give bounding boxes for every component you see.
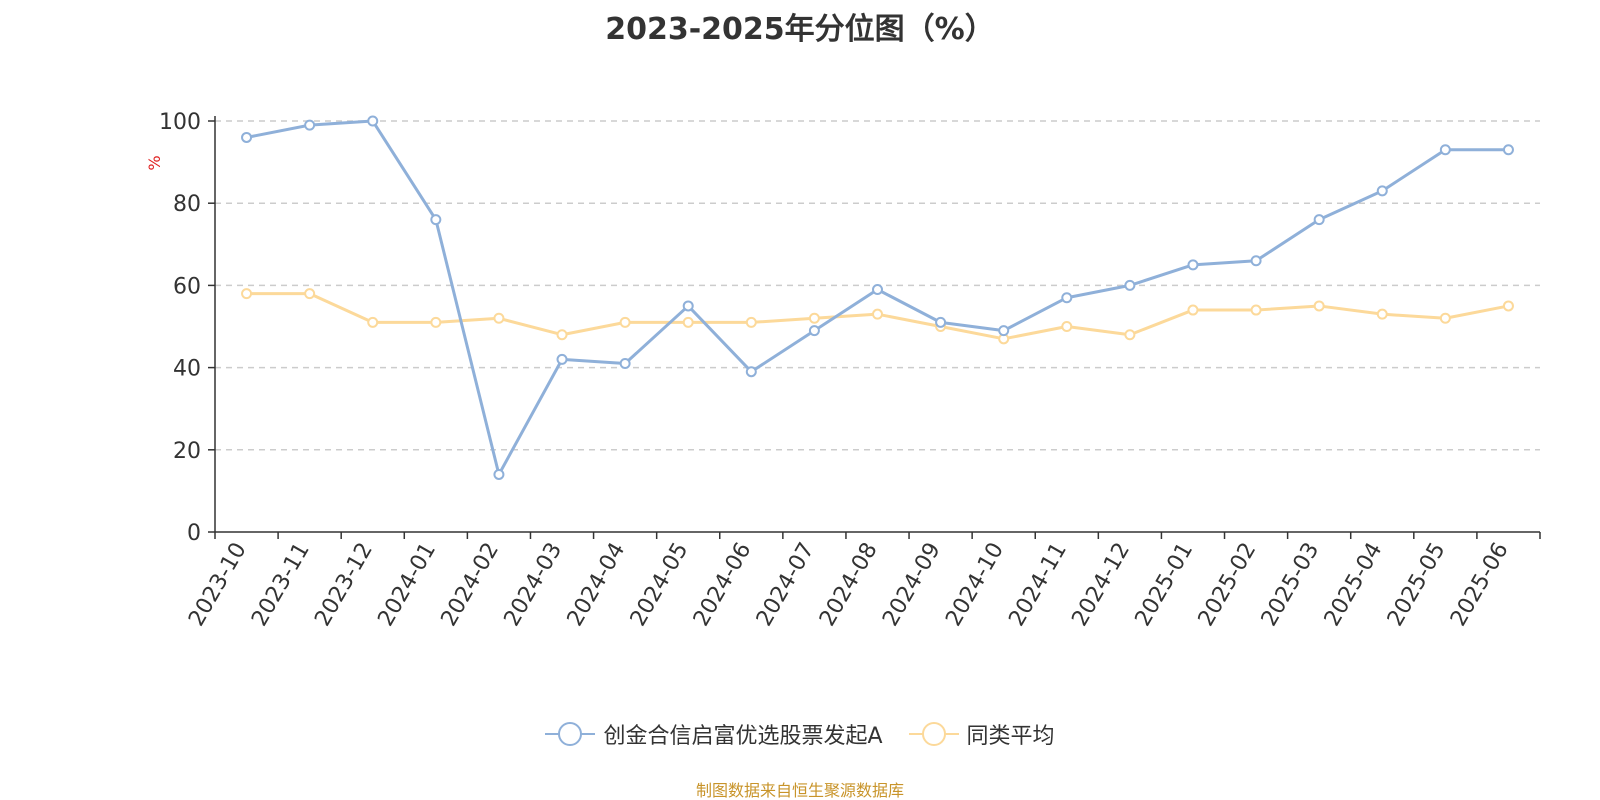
legend-marker-series-0 xyxy=(545,722,596,746)
point-series-0-2024-02 xyxy=(493,468,505,480)
point-series-1-2024-06 xyxy=(745,316,757,328)
legend: 创金合信启富优选股票发起A 同类平均 xyxy=(0,718,1600,750)
x-tick-label-2024-09: 2024-09 xyxy=(878,539,946,631)
x-tick-label-2024-10: 2024-10 xyxy=(941,538,1009,630)
legend-label-series-1: 同类平均 xyxy=(966,724,1055,749)
point-series-0-2025-02 xyxy=(1250,255,1262,267)
point-series-1-2024-08 xyxy=(872,308,883,320)
point-series-1-2025-03 xyxy=(1313,300,1325,312)
point-series-0-2024-01 xyxy=(430,214,442,226)
x-tick-label-2024-03: 2024-03 xyxy=(500,539,568,631)
point-series-0-2025-06 xyxy=(1502,144,1514,156)
y-tick-label-40: 40 xyxy=(173,357,201,382)
point-series-1-2023-10 xyxy=(241,288,253,300)
x-tick-label-2024-07: 2024-07 xyxy=(752,539,820,631)
source-note: 制图数据来自恒生聚源数据库 xyxy=(695,781,904,800)
point-series-1-2024-12 xyxy=(1124,329,1136,341)
point-series-1-2025-02 xyxy=(1250,304,1262,316)
x-tick-label-2024-04: 2024-04 xyxy=(563,539,631,631)
x-tick-label-2024-06: 2024-06 xyxy=(689,539,757,631)
x-tick-label-2024-02: 2024-02 xyxy=(437,539,505,631)
point-series-1-2024-11 xyxy=(1061,321,1073,332)
point-series-1-2024-02 xyxy=(493,312,505,324)
legend-item-series-1[interactable]: 同类平均 xyxy=(908,718,1055,750)
y-axis-unit-label: % xyxy=(145,155,164,170)
x-tick-label-2024-01: 2024-01 xyxy=(373,539,441,631)
point-series-0-2023-12 xyxy=(367,115,379,127)
tick-labels: 0 20 40 60 80 100 2023-102023-112023-122024-01… xyxy=(159,110,1514,631)
point-series-0-2025-05 xyxy=(1439,144,1451,156)
axes xyxy=(208,116,1541,539)
point-series-0-2024-08 xyxy=(872,284,883,296)
point-series-0-2024-07 xyxy=(808,325,820,337)
x-tick-label-2025-05: 2025-05 xyxy=(1383,539,1451,631)
point-series-0-2024-06 xyxy=(745,366,757,378)
point-series-0-2024-09 xyxy=(935,316,947,328)
legend-label-series-0: 创金合信启富优选股票发起A xyxy=(603,724,883,749)
point-series-1-2025-06 xyxy=(1502,300,1514,312)
point-series-1-2024-07 xyxy=(808,312,820,324)
x-tick-label-2024-08: 2024-08 xyxy=(815,539,883,631)
point-series-0-2025-01 xyxy=(1187,259,1199,271)
y-tick-label-20: 20 xyxy=(173,439,201,464)
y-tick-label-80: 80 xyxy=(173,192,201,217)
point-series-1-2023-11 xyxy=(304,288,316,300)
x-tick-label-2025-01: 2025-01 xyxy=(1131,539,1199,631)
y-tick-label-0: 0 xyxy=(187,521,201,546)
series-line-0 xyxy=(246,119,1509,476)
point-series-0-2024-11 xyxy=(1061,292,1073,304)
point-series-1-2025-01 xyxy=(1187,304,1199,316)
x-tick-label-2025-06: 2025-06 xyxy=(1446,539,1514,631)
x-tick-label-2023-10: 2023-10 xyxy=(184,539,252,631)
point-series-1-2025-04 xyxy=(1376,308,1388,320)
x-tick-label-2025-03: 2025-03 xyxy=(1257,539,1325,631)
y-tick-label-60: 60 xyxy=(173,274,201,299)
point-series-0-2024-04 xyxy=(619,357,631,369)
point-series-0-2025-03 xyxy=(1313,214,1325,226)
point-series-0-2023-11 xyxy=(304,119,316,131)
chart-title: 2023-2025年分位图（%） xyxy=(605,12,995,47)
legend-marker-series-1 xyxy=(908,722,959,746)
x-tick-label-2025-04: 2025-04 xyxy=(1320,539,1388,631)
point-series-0-2023-10 xyxy=(241,131,253,143)
legend-item-series-0[interactable]: 创金合信启富优选股票发起A xyxy=(545,718,883,750)
series-lines xyxy=(241,115,1514,480)
y-tick-label-100: 100 xyxy=(159,110,201,135)
point-series-0-2024-03 xyxy=(556,353,568,365)
point-series-1-2023-12 xyxy=(367,316,379,328)
point-series-1-2024-04 xyxy=(619,316,631,328)
point-series-0-2024-12 xyxy=(1124,279,1136,291)
x-tick-label-2024-05: 2024-05 xyxy=(626,539,694,631)
point-series-1-2024-01 xyxy=(430,316,442,328)
point-series-1-2025-05 xyxy=(1439,312,1451,324)
x-tick-label-2024-11: 2024-11 xyxy=(1004,539,1072,631)
x-tick-label-2024-12: 2024-12 xyxy=(1067,539,1135,631)
x-tick-label-2025-02: 2025-02 xyxy=(1194,539,1262,631)
point-series-1-2024-05 xyxy=(682,316,694,328)
x-tick-label-2023-11: 2023-11 xyxy=(247,539,315,631)
point-series-0-2024-05 xyxy=(682,300,694,312)
x-tick-label-2023-12: 2023-12 xyxy=(310,539,378,631)
point-series-1-2024-03 xyxy=(556,329,568,341)
point-series-0-2024-10 xyxy=(998,325,1010,337)
point-series-0-2025-04 xyxy=(1376,185,1388,197)
